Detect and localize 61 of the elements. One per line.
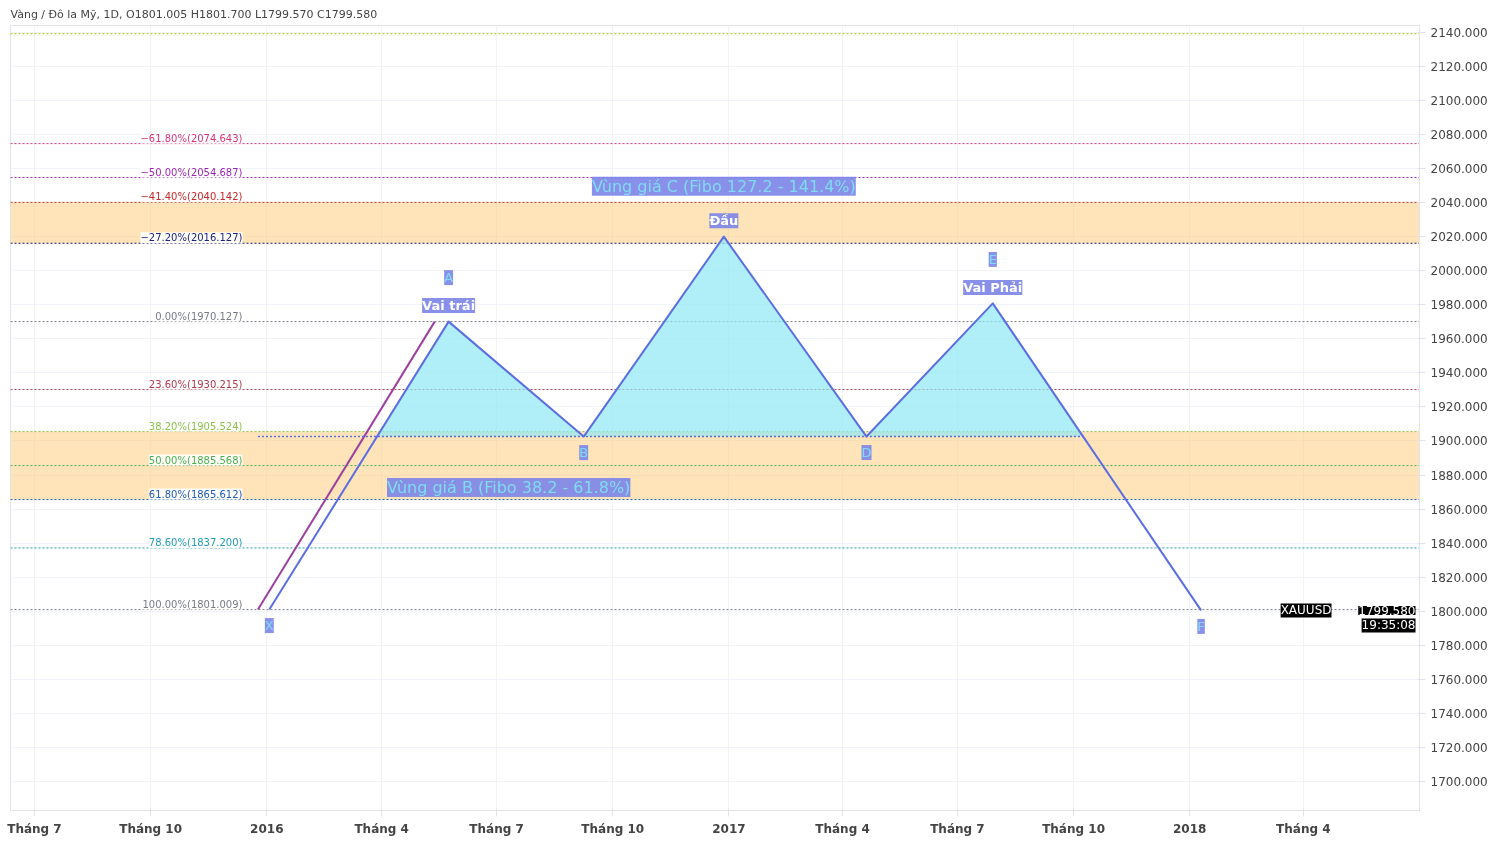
ref-line-label: 50.00%(1885.568) [148,454,243,466]
annotation: 19:35:08 [1361,618,1416,633]
ref-line-label: −41.40%(2040.142) [140,191,243,203]
ref-line-label: 78.60%(1837.200) [148,536,243,548]
y-tick-label: 1780.000 [1430,638,1488,653]
x-tick-label: Tháng 10 [1042,821,1105,836]
x-tick-label: Tháng 7 [469,821,524,836]
chart-title: Vàng / Đô la Mỹ, 1D, O1801.005 H1801.700 L1799.570 C1799.580 [10,7,378,21]
x-tick-label: Tháng 7 [930,821,985,836]
annotation: X [264,618,274,634]
x-tick-label: Tháng 4 [1276,821,1331,836]
x-tick-label: Tháng 4 [815,821,870,836]
x-tick-label: Tháng 4 [354,821,409,836]
y-tick-label: 1760.000 [1430,672,1488,687]
y-tick-label: 2100.000 [1430,93,1488,108]
y-tick-label: 1740.000 [1430,706,1488,721]
ref-line-label: 0.00%(1970.127) [155,310,243,322]
ref-line-label: 61.80%(1865.612) [148,488,243,500]
ref-line-label: 38.20%(1905.524) [148,420,243,432]
y-tick-label: 1840.000 [1430,536,1488,551]
ref-line-label: 23.60%(1930.215) [148,378,243,390]
y-tick-label: 2080.000 [1430,127,1488,142]
x-tick-label: 2017 [712,821,746,836]
y-tick-label: 1700.000 [1430,775,1488,790]
y-tick-label: 2140.000 [1430,25,1488,40]
x-tick-label: 2018 [1173,821,1207,836]
annotation: XAUUSD [1280,603,1332,618]
x-tick-label: 2016 [250,821,284,836]
annotation: F [1197,618,1205,634]
ref-line-label: 100.00%(1801.009) [142,598,243,610]
y-tick-label: 1800.000 [1430,604,1488,619]
x-tick-label: Tháng 7 [7,821,62,836]
y-tick-label: 2040.000 [1430,196,1488,211]
y-tick-label: 2120.000 [1430,59,1488,74]
band-label: Vùng giá C (Fibo 127.2 - 141.4%) [591,176,856,196]
y-tick-label: 2060.000 [1430,162,1488,177]
ref-line-label: −61.80%(2074.643) [140,132,243,144]
annotation: Vai trái [422,298,476,314]
y-tick-label: 1960.000 [1430,332,1488,347]
x-tick-label: Tháng 10 [581,821,645,836]
annotation: Đầu [709,213,739,229]
y-tick-label: 2000.000 [1430,264,1488,279]
y-tick-label: 1860.000 [1430,502,1488,517]
y-tick-label: 1720.000 [1430,741,1488,755]
band-label: Vùng giá B (Fibo 38.2 - 61.8%) [387,478,631,498]
x-tick-label: Tháng 10 [119,821,183,836]
y-tick-label: 1920.000 [1430,400,1488,415]
annotation: Vai Phải [963,279,1023,295]
annotation: B [579,445,589,461]
y-tick-label: 1880.000 [1430,468,1488,483]
ref-line-label: −50.00%(2054.687) [140,166,243,178]
annotation: D [861,445,872,461]
annotation: 1799.580 [1358,603,1416,618]
y-tick-label: 1940.000 [1430,366,1488,381]
annotation: A [444,270,454,286]
y-tick-label: 1980.000 [1430,298,1488,313]
y-tick-label: 1900.000 [1430,434,1488,449]
annotation: E [988,251,997,267]
ref-line-label: −27.20%(2016.127) [140,232,243,244]
y-tick-label: 1820.000 [1430,570,1488,585]
y-tick-label: 2020.000 [1430,230,1488,245]
